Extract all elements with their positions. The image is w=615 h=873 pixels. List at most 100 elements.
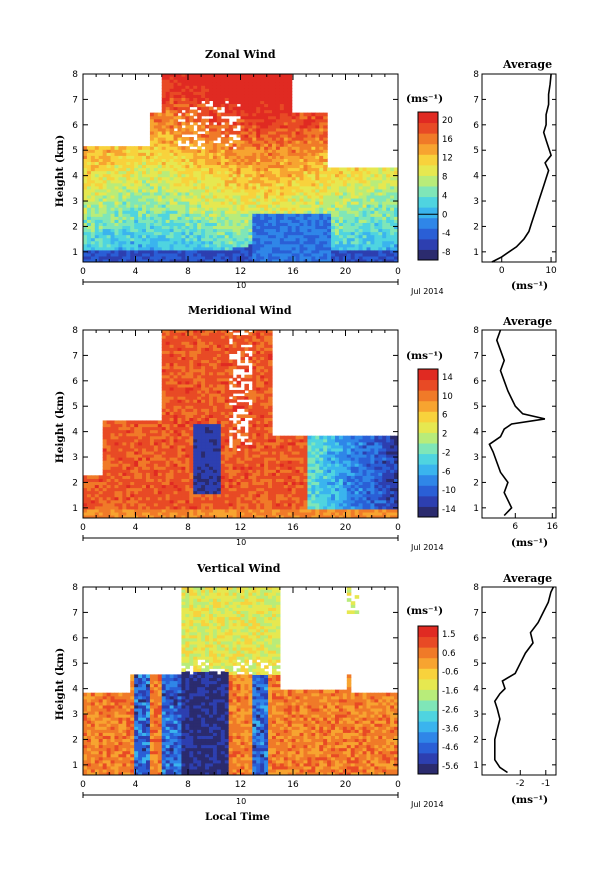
heatmap-cell [283,204,289,208]
heatmap-cell [327,173,332,178]
heatmap-cell [146,164,151,169]
heatmap-cell [122,170,127,175]
heatmap-cell [149,216,155,220]
heatmap-cell [142,487,147,492]
heatmap-cell [216,121,222,126]
heatmap-cell [142,490,147,495]
heatmap-cell [315,234,320,239]
heatmap-cell [189,74,194,77]
heatmap-cell [169,249,175,254]
heatmap-cell [126,210,131,214]
heatmap-cell [165,103,171,108]
heatmap-cell [173,228,179,233]
heatmap-cell [268,228,273,233]
heatmap-cell [323,155,328,159]
heatmap-cell [169,426,175,431]
heatmap-cell [157,472,163,476]
heatmap-cell [193,411,198,415]
heatmap-cell [248,228,253,233]
heatmap-cell [244,201,249,205]
heatmap-cell [126,225,131,230]
heatmap-cell [272,106,277,111]
heatmap-cell [291,258,297,262]
heatmap-cell [252,155,257,159]
heatmap-cell [252,100,257,105]
heatmap-cell [319,197,324,202]
heatmap-cell [248,79,253,83]
heatmap-cell [264,121,269,126]
heatmap-cell [149,170,155,175]
heatmap-cell [86,204,92,208]
heatmap-cell [157,152,163,156]
heatmap-cell [338,207,344,211]
heatmap-cell [295,127,301,132]
heatmap-cell [98,478,104,483]
heatmap-cell [319,237,324,242]
heatmap-cell [157,225,163,230]
heatmap-cell [252,194,257,199]
heatmap-cell [252,185,257,190]
heatmap-cell [181,414,186,418]
heatmap-cell [185,85,190,89]
heatmap-cell [98,514,104,518]
heatmap-cell [134,188,139,193]
heatmap-cell [240,249,246,254]
heatmap-cell [114,490,120,495]
heatmap-cell [386,179,391,184]
heatmap-cell [315,112,320,117]
heatmap-cell [185,219,190,223]
heatmap-cell [390,234,395,239]
heatmap-cell [126,469,131,473]
heatmap-cell [394,167,398,172]
heatmap-cell [205,176,210,181]
heatmap-cell [153,201,159,205]
heatmap-cell [142,475,147,479]
heatmap-cell [350,216,356,220]
heatmap-cell [177,402,183,406]
heatmap-cell [303,127,309,132]
heatmap-cell [390,258,395,262]
heatmap-cell [146,167,151,172]
heatmap-cell [272,161,277,166]
heatmap-cell [228,106,234,111]
heatmap-cell [118,197,123,202]
heatmap-cell [114,164,120,169]
heatmap-cell [319,207,324,211]
heatmap-cell [315,204,320,208]
heatmap-cell [161,453,167,458]
heatmap-cell [185,146,190,150]
heatmap-cell [153,508,159,513]
heatmap-cell [354,182,360,187]
heatmap-cell [307,246,312,251]
heatmap-cell [358,252,364,257]
heatmap-cell [244,130,249,135]
heatmap-cell [161,478,167,483]
heatmap-cell [189,399,194,403]
heatmap-cell [146,182,151,187]
heatmap-cell [279,170,285,175]
heatmap-cell [90,478,96,483]
heatmap-cell [185,447,190,452]
heatmap-cell [169,508,175,513]
heatmap-cell [275,118,281,123]
heatmap-cell [386,252,391,257]
heatmap-cell [153,426,159,431]
heatmap-cell [106,152,112,156]
heatmap-cell [382,201,387,205]
heatmap-cell [248,121,253,126]
heatmap-cell [153,243,159,248]
heatmap-cell [240,76,246,80]
heatmap-cell [354,234,360,239]
heatmap-cell [169,237,175,242]
heatmap-cell [83,511,88,516]
heatmap-cell [236,188,242,193]
heatmap-cell [142,167,147,172]
heatmap-cell [311,249,316,254]
heatmap-cell [153,490,159,495]
heatmap-cell [283,258,289,262]
heatmap-cell [130,197,135,202]
heatmap-cell [205,118,210,123]
heatmap-cell [122,225,127,230]
heatmap-cell [386,173,391,178]
heatmap-cell [275,82,281,86]
